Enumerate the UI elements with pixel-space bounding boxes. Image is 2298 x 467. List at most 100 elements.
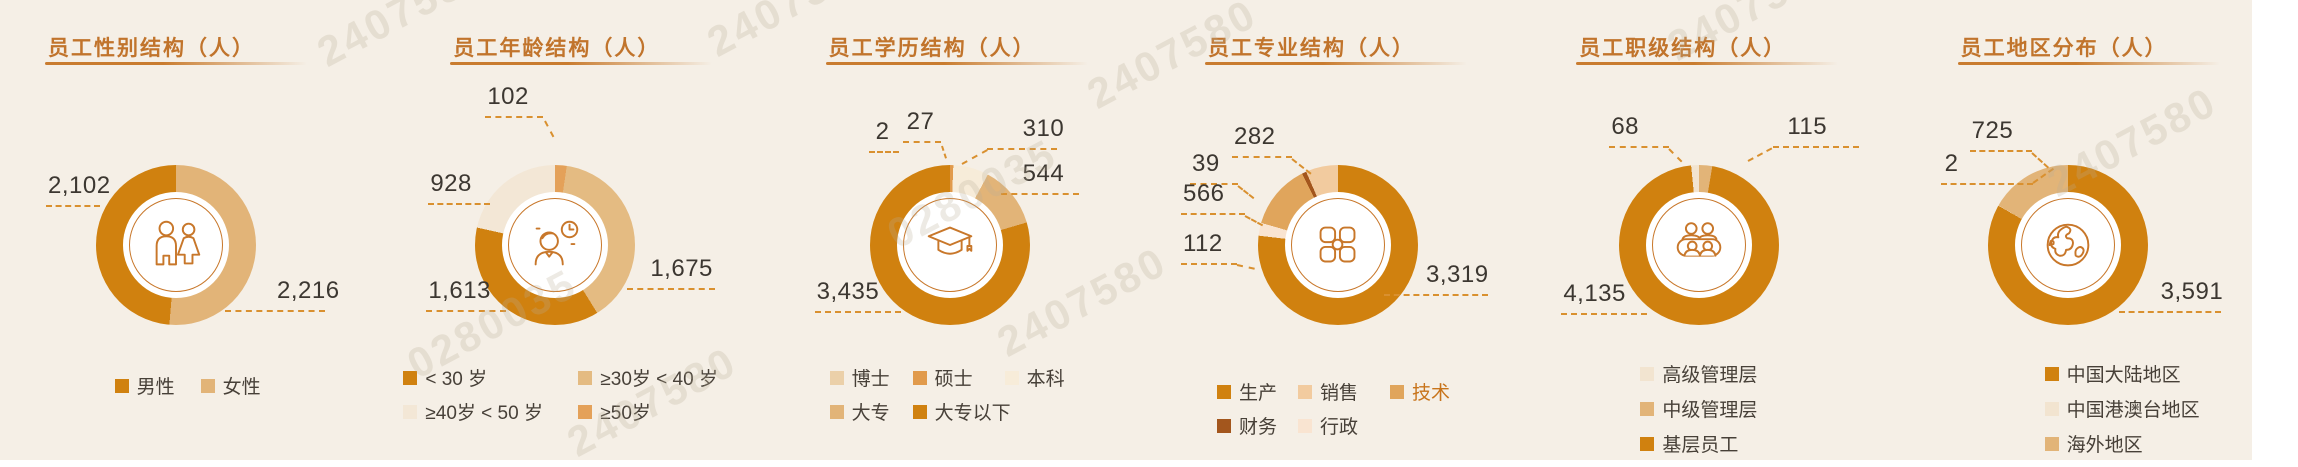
chart-title-gender: 员工性别结构（人） — [48, 37, 255, 60]
legend-item[interactable]: 财务 — [1216, 412, 1298, 439]
leader-line — [225, 310, 325, 312]
legend-swatch — [1216, 384, 1231, 399]
legend-swatch — [829, 404, 844, 419]
leader-line — [627, 288, 716, 290]
legend-item[interactable]: 行政 — [1297, 412, 1390, 439]
legend-swatch — [578, 370, 593, 385]
value-label: 68 — [1611, 113, 1640, 140]
legend-label: 海外地区 — [2066, 435, 2143, 456]
legend-item[interactable]: 博士 — [829, 364, 913, 391]
legend-item[interactable]: 基层员工 — [1640, 430, 1757, 457]
donut-education[interactable] — [870, 165, 1031, 325]
legend-swatch — [1640, 401, 1655, 416]
legend-swatch — [1389, 384, 1404, 399]
value-label: 115 — [1787, 113, 1828, 140]
legend-item[interactable]: 本科 — [1004, 364, 1065, 391]
legend-label: 中国港澳台地区 — [2066, 400, 2200, 421]
chart-section-region: 员工地区分布（人） 725 2 3,591 中国大陆地区 — [1877, 0, 2252, 460]
legend-label: 本科 — [1026, 369, 1065, 390]
value-label: 3,591 — [2160, 278, 2224, 305]
value-label: 928 — [430, 170, 472, 197]
leader-line — [2118, 311, 2221, 313]
legend-item[interactable]: 高级管理层 — [1640, 360, 1757, 387]
legend-swatch — [912, 370, 927, 385]
donut-hole — [2015, 192, 2122, 298]
value-label: 27 — [906, 108, 935, 135]
chart-title-rank: 员工职级结构（人） — [1579, 37, 1787, 60]
leader-line — [1773, 146, 1860, 148]
value-label: 1,675 — [650, 255, 713, 282]
donut-hole — [1645, 192, 1752, 298]
title-underline — [1204, 62, 1467, 65]
legend-label: 财务 — [1238, 417, 1277, 438]
legend-item[interactable]: 中级管理层 — [1640, 395, 1757, 422]
legend-swatch — [403, 404, 418, 419]
legend-item[interactable]: 大专以下 — [912, 398, 1011, 425]
value-label: 4,135 — [1563, 280, 1626, 307]
legend-item[interactable]: 硕士 — [912, 364, 1005, 391]
donut-hole — [897, 192, 1004, 298]
value-label: 102 — [487, 83, 529, 110]
leader-line — [1180, 263, 1237, 265]
title-underline — [45, 62, 307, 65]
donut-hole — [122, 192, 229, 298]
legend-label: 硕士 — [934, 369, 973, 390]
legend-label: 行政 — [1319, 417, 1358, 438]
charts-panel: 员工性别结构（人） 2,102 2,216 男性 女性 — [0, 0, 2252, 460]
value-label: 39 — [1191, 150, 1220, 177]
legend-label: 大专以下 — [934, 403, 1011, 424]
legend-item[interactable]: 生产 — [1216, 378, 1298, 405]
leader-line — [1189, 183, 1238, 185]
leader-line — [428, 203, 491, 205]
leader-line — [1747, 147, 1773, 162]
legend-item[interactable]: ≥50岁 — [578, 398, 718, 425]
legend-item-female[interactable]: 女性 — [200, 372, 261, 399]
leader-line — [46, 205, 100, 207]
leader-line — [1237, 185, 1255, 200]
chart-section-rank: 员工职级结构（人） 68 — [1501, 0, 1876, 460]
legend-swatch — [1297, 418, 1312, 433]
leader-line — [2030, 152, 2049, 169]
legend-swatch — [1216, 418, 1231, 433]
value-label: 2 — [1944, 150, 1959, 177]
legend-label: ≥40岁 < 50 岁 — [425, 403, 543, 424]
donut-age[interactable] — [474, 165, 635, 325]
legend-item[interactable]: ≥40岁 < 50 岁 — [403, 398, 578, 425]
legend-item[interactable]: 大专 — [829, 398, 913, 425]
legend-item[interactable]: 中国港澳台地区 — [2044, 395, 2200, 422]
legend-item[interactable]: 海外地区 — [2044, 430, 2200, 457]
value-label: 310 — [1022, 115, 1065, 142]
leader-line — [1291, 158, 1312, 175]
donut-hole — [1284, 192, 1391, 298]
legend-swatch — [1297, 384, 1312, 399]
meeting-icon — [1651, 198, 1746, 292]
leader-line — [902, 141, 941, 143]
value-label: 544 — [1022, 160, 1065, 187]
title-underline — [450, 62, 713, 65]
legend-item[interactable]: 销售 — [1297, 378, 1390, 405]
title-underline — [825, 62, 1088, 65]
legend-swatch — [912, 404, 927, 419]
leader-line — [1231, 156, 1292, 158]
donut-specialty[interactable] — [1257, 165, 1418, 325]
legend-gender: 男性 女性 — [0, 372, 375, 399]
legend-item-male[interactable]: 男性 — [114, 372, 175, 399]
legend-item-highlighted[interactable]: 技术 — [1389, 378, 1450, 405]
legend-age: < 30 岁 ≥30岁 < 40 岁 ≥40岁 < 50 岁 ≥50岁 — [403, 364, 718, 425]
legend-item[interactable]: 中国大陆地区 — [2044, 360, 2200, 387]
leader-line — [1000, 193, 1079, 195]
legend-item[interactable]: ≥30岁 < 40 岁 — [578, 364, 718, 391]
legend-item[interactable]: < 30 岁 — [403, 364, 578, 391]
donut-region[interactable] — [1988, 165, 2149, 325]
donut-gender[interactable] — [95, 165, 256, 325]
chart-section-gender: 员工性别结构（人） 2,102 2,216 男性 女性 — [0, 0, 375, 460]
legend-label: 高级管理层 — [1662, 365, 1758, 386]
legend-swatch — [114, 378, 129, 393]
leader-line — [814, 311, 901, 313]
legend-education: 博士 硕士 本科 大专 大专以下 — [829, 364, 1065, 425]
legend-swatch — [2044, 436, 2059, 451]
legend-region: 中国大陆地区 中国港澳台地区 海外地区 — [2044, 360, 2200, 457]
donut-rank[interactable] — [1618, 165, 1779, 325]
leader-line — [1244, 215, 1264, 227]
